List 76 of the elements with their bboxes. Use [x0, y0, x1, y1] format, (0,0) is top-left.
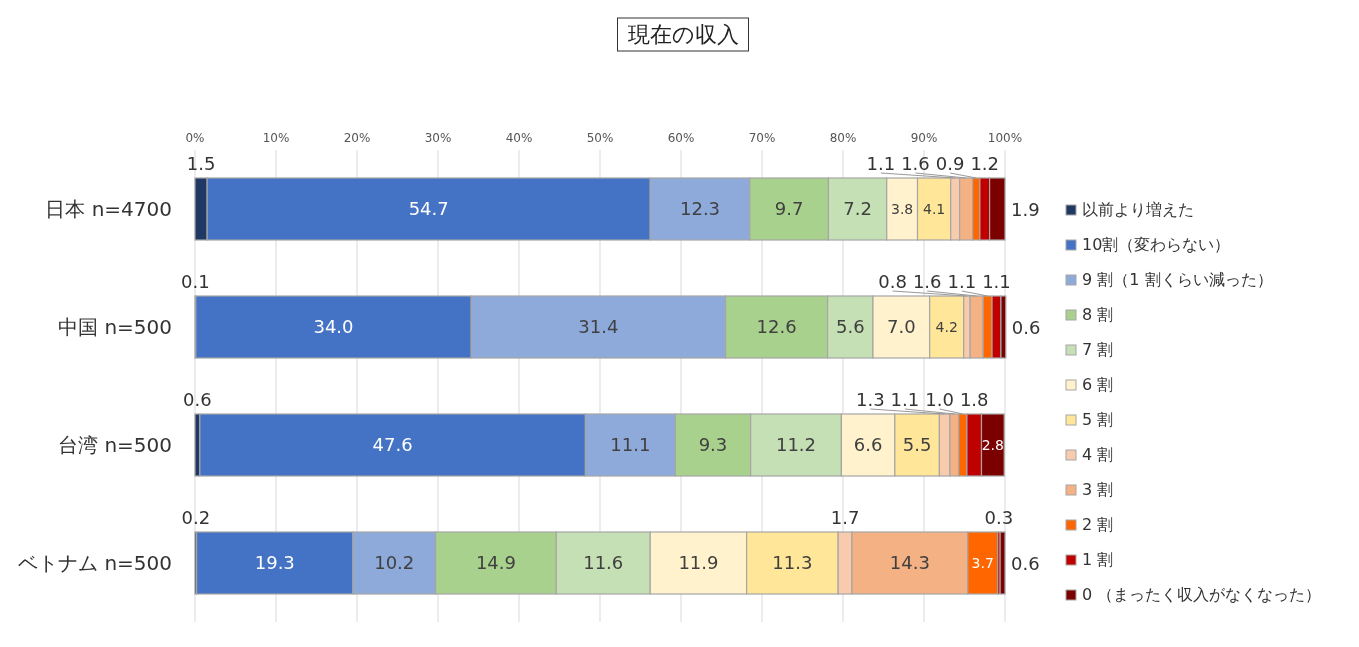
data-label: 12.6 — [756, 316, 797, 338]
data-label: 0.6 — [1011, 317, 1041, 338]
data-label: 1.6 — [901, 153, 930, 174]
legend-label: 2 割 — [1082, 515, 1114, 534]
data-label: 1.5 — [186, 153, 216, 174]
data-label: 1.8 — [959, 389, 989, 410]
y-tick-label: 日本 n=4700 — [45, 197, 172, 221]
data-label: 11.6 — [583, 552, 624, 574]
data-label: 5.6 — [835, 316, 865, 338]
data-label: 6.6 — [853, 434, 883, 456]
x-tick-label: 70% — [748, 131, 776, 145]
data-label: 11.2 — [775, 434, 817, 456]
data-label: 4.2 — [935, 318, 958, 335]
data-label: 9.3 — [698, 434, 728, 456]
x-tick-label: 60% — [667, 131, 695, 145]
data-label: 14.9 — [475, 552, 516, 574]
data-label: 0.2 — [181, 507, 211, 528]
legend-label: 6 割 — [1082, 375, 1114, 394]
y-tick-label: ベトナム n=500 — [18, 551, 172, 575]
x-tick-label: 50% — [586, 131, 614, 145]
x-tick-label: 0% — [185, 131, 205, 145]
data-label: 0.6 — [183, 389, 212, 410]
data-label: 19.3 — [254, 552, 295, 574]
legend-label: 10割（変わらない） — [1082, 235, 1231, 254]
data-label: 9.7 — [774, 198, 804, 220]
data-label: 1.2 — [970, 153, 1000, 174]
legend-label: 以前より増えた — [1082, 200, 1194, 219]
data-label: 1.1 — [866, 153, 896, 174]
data-label: 7.0 — [887, 316, 916, 338]
data-label: 14.3 — [889, 552, 930, 574]
data-label: 7.2 — [843, 198, 872, 220]
legend-label: 8 割 — [1082, 305, 1114, 324]
data-label: 12.3 — [680, 198, 721, 220]
data-label: 1.3 — [855, 389, 885, 410]
data-label: 0.3 — [984, 507, 1014, 528]
data-label: 34.0 — [313, 316, 354, 338]
legend-label: 4 割 — [1082, 445, 1114, 464]
data-label: 3.7 — [971, 554, 994, 571]
data-label: 4.1 — [922, 200, 946, 217]
data-label: 1.0 — [925, 389, 954, 410]
data-label: 1.1 — [890, 389, 920, 410]
x-tick-label: 100% — [987, 131, 1023, 145]
data-label: 10.2 — [374, 552, 415, 574]
data-label: 3.8 — [891, 200, 914, 217]
data-label: 1.1 — [982, 271, 1011, 292]
data-label: 54.7 — [408, 198, 449, 220]
data-label: 1.6 — [912, 271, 942, 292]
chart-title: 現在の収入 — [627, 22, 739, 47]
data-label: 11.9 — [678, 552, 719, 574]
y-tick-label: 中国 n=500 — [58, 315, 172, 339]
data-label: 0.1 — [181, 271, 210, 292]
data-label: 2.8 — [981, 436, 1004, 453]
legend-label: 5 割 — [1082, 410, 1114, 429]
legend-label: 7 割 — [1082, 340, 1114, 359]
legend-label: 3 割 — [1082, 480, 1114, 499]
legend-label: 9 割（1 割くらい減った） — [1082, 270, 1273, 289]
y-tick-label: 台湾 n=500 — [58, 433, 172, 457]
data-label: 1.1 — [947, 271, 977, 292]
data-label: 0.9 — [935, 153, 965, 174]
x-tick-label: 30% — [424, 131, 452, 145]
x-tick-label: 20% — [343, 131, 371, 145]
legend-label: 0 （まったく収入がなくなった） — [1082, 585, 1322, 604]
data-label: 0.6 — [1011, 553, 1040, 574]
data-label: 47.6 — [372, 434, 413, 456]
x-tick-label: 10% — [262, 131, 290, 145]
data-label: 11.1 — [610, 434, 651, 456]
x-tick-label: 90% — [910, 131, 938, 145]
data-label: 11.3 — [772, 552, 813, 574]
data-label: 0.8 — [878, 271, 907, 292]
x-tick-label: 80% — [829, 131, 857, 145]
x-tick-label: 40% — [505, 131, 533, 145]
data-label: 31.4 — [578, 316, 619, 338]
data-label: 5.5 — [902, 434, 932, 456]
data-label: 1.9 — [1011, 199, 1040, 220]
data-label: 1.7 — [830, 507, 860, 528]
legend-label: 1 割 — [1082, 550, 1114, 569]
